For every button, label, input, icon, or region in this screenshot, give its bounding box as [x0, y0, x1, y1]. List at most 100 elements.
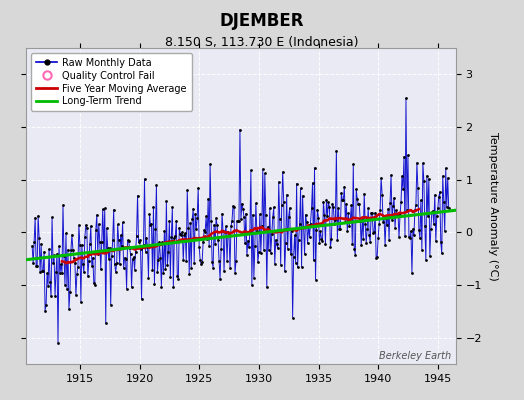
- Point: [50, 252, 58, 258]
- Point: [222, 223, 230, 229]
- Point: [414, 226, 423, 233]
- Point: [309, 257, 318, 263]
- Point: [151, 226, 160, 232]
- Point: [60, 253, 68, 260]
- Point: [124, 237, 132, 244]
- Point: [378, 192, 386, 198]
- Point: [28, 243, 36, 249]
- Point: [85, 258, 93, 265]
- Point: [48, 214, 56, 220]
- Point: [122, 256, 130, 262]
- Point: [132, 249, 140, 255]
- Point: [198, 259, 206, 265]
- Point: [163, 262, 171, 268]
- Point: [328, 200, 336, 207]
- Legend: Raw Monthly Data, Quality Control Fail, Five Year Moving Average, Long-Term Tren: Raw Monthly Data, Quality Control Fail, …: [31, 53, 192, 111]
- Point: [442, 165, 450, 171]
- Point: [294, 237, 303, 243]
- Point: [78, 242, 86, 248]
- Point: [129, 254, 138, 260]
- Point: [260, 170, 269, 176]
- Point: [233, 218, 241, 224]
- Point: [357, 242, 365, 248]
- Point: [196, 257, 204, 264]
- Point: [358, 215, 366, 222]
- Point: [269, 214, 277, 220]
- Point: [359, 236, 367, 242]
- Point: [402, 95, 410, 101]
- Point: [427, 226, 435, 232]
- Point: [193, 214, 201, 221]
- Point: [197, 261, 205, 267]
- Point: [108, 237, 117, 244]
- Point: [161, 266, 170, 272]
- Point: [249, 274, 258, 281]
- Point: [290, 232, 299, 239]
- Point: [66, 288, 74, 295]
- Point: [243, 252, 251, 258]
- Point: [140, 176, 149, 182]
- Point: [277, 262, 285, 268]
- Point: [376, 207, 384, 213]
- Point: [443, 204, 451, 210]
- Point: [407, 228, 415, 234]
- Point: [256, 211, 264, 217]
- Point: [240, 214, 248, 220]
- Point: [69, 247, 77, 253]
- Point: [202, 213, 210, 220]
- Point: [148, 267, 157, 274]
- Point: [265, 246, 273, 253]
- Point: [354, 201, 363, 207]
- Point: [93, 212, 101, 218]
- Point: [419, 160, 427, 166]
- Point: [416, 235, 424, 242]
- Point: [154, 257, 162, 264]
- Point: [112, 269, 120, 275]
- Point: [393, 213, 401, 219]
- Point: [186, 220, 194, 226]
- Point: [310, 164, 319, 171]
- Point: [401, 233, 409, 240]
- Point: [323, 213, 332, 220]
- Point: [184, 225, 192, 231]
- Point: [382, 215, 390, 221]
- Point: [191, 211, 200, 217]
- Point: [259, 166, 267, 172]
- Point: [215, 258, 223, 264]
- Point: [381, 242, 389, 248]
- Point: [47, 293, 55, 299]
- Point: [133, 192, 141, 199]
- Point: [82, 222, 90, 228]
- Point: [368, 210, 376, 216]
- Point: [337, 190, 345, 196]
- Point: [100, 249, 108, 255]
- Point: [91, 282, 99, 288]
- Point: [266, 205, 274, 211]
- Point: [364, 205, 373, 212]
- Point: [116, 232, 125, 238]
- Point: [333, 236, 342, 243]
- Point: [386, 200, 394, 206]
- Point: [345, 222, 354, 229]
- Point: [144, 275, 152, 281]
- Point: [291, 259, 300, 266]
- Point: [336, 226, 345, 232]
- Point: [32, 262, 40, 269]
- Point: [423, 213, 432, 219]
- Text: Berkeley Earth: Berkeley Earth: [379, 351, 452, 361]
- Point: [335, 226, 344, 232]
- Text: DJEMBER: DJEMBER: [220, 12, 304, 30]
- Point: [106, 302, 115, 308]
- Point: [298, 192, 307, 199]
- Point: [380, 215, 388, 222]
- Point: [227, 223, 235, 230]
- Point: [339, 197, 347, 204]
- Point: [428, 209, 436, 215]
- Point: [320, 212, 329, 218]
- Point: [85, 240, 94, 247]
- Point: [412, 202, 420, 208]
- Point: [267, 250, 275, 256]
- Point: [292, 180, 301, 187]
- Point: [223, 258, 231, 264]
- Point: [403, 207, 411, 213]
